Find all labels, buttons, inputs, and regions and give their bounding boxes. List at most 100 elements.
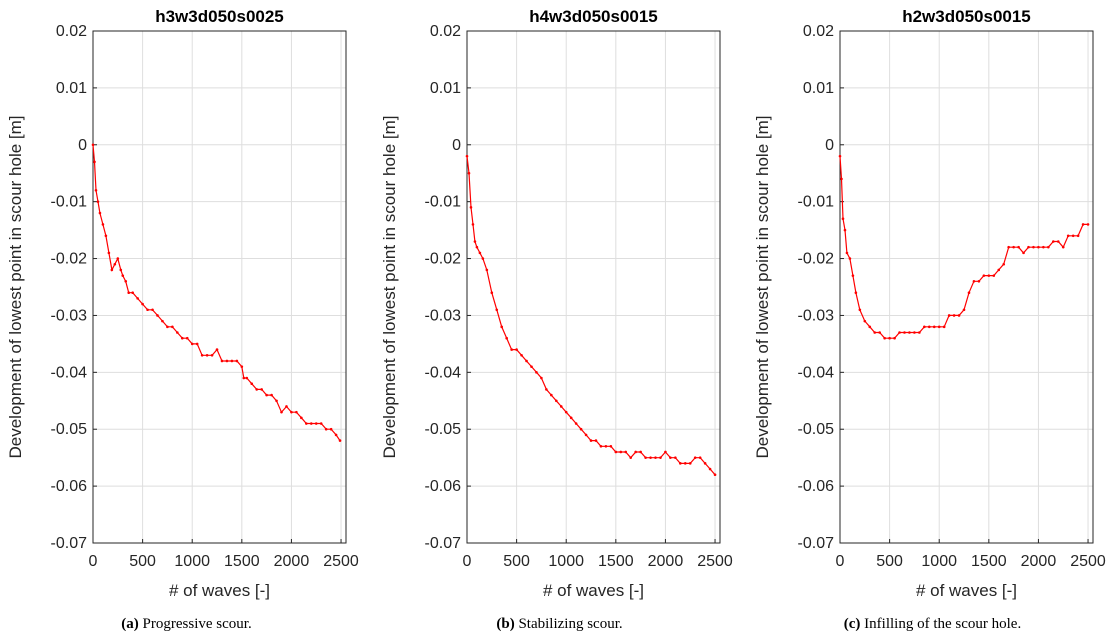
chart-b: 0 500 1000 1500 2000 2500 0.02 0.01 0 -0.01 -0.02 -…: [380, 7, 733, 600]
data-point: [932, 325, 936, 329]
y-tick-label: -0.02: [51, 251, 88, 268]
data-point: [490, 291, 494, 294]
data-point: [151, 308, 154, 312]
data-point: [1081, 223, 1085, 226]
data-point: [918, 331, 921, 334]
y-tick-label: -0.05: [798, 421, 835, 438]
data-point: [594, 439, 598, 442]
data-point: [190, 342, 194, 346]
data-point: [1086, 223, 1090, 226]
data-point: [255, 388, 259, 391]
chart-c: 0 500 1000 1500 2000 2500 0.02 0.01 0 -0.01 -0.02 -…: [753, 7, 1106, 600]
data-point: [265, 393, 268, 397]
y-axis-label: Development of lowest point in scour hol…: [6, 115, 25, 458]
data-point: [942, 325, 946, 329]
data-point: [873, 331, 877, 334]
x-tick-label: 1500: [224, 553, 260, 570]
x-tick-label: 1500: [971, 553, 1007, 570]
data-point: [110, 268, 114, 272]
data-point: [1022, 251, 1025, 255]
data-point: [338, 439, 342, 442]
data-point: [1007, 245, 1010, 249]
data-point: [987, 274, 991, 277]
data-point: [113, 262, 117, 266]
data-point: [161, 319, 164, 323]
y-tick-label: 0.02: [56, 23, 87, 40]
x-tick-label: 2500: [323, 553, 359, 570]
data-point: [1052, 240, 1055, 243]
data-point: [127, 291, 131, 294]
data-point: [843, 228, 847, 232]
caption-c: (c) Infilling of the scour hole.: [746, 616, 1119, 633]
data-point: [878, 331, 881, 334]
data-point: [708, 467, 712, 471]
data-point: [967, 291, 971, 294]
caption-a: (a) Progressive scour.: [0, 616, 373, 633]
data-point: [649, 456, 652, 459]
data-point: [1012, 245, 1015, 249]
data-point: [98, 211, 102, 215]
data-point: [101, 223, 105, 226]
data-point: [644, 456, 647, 459]
data-point: [937, 325, 941, 329]
y-tick-label: -0.04: [425, 364, 462, 381]
data-point: [619, 450, 623, 454]
data-point: [703, 462, 707, 465]
chart-title: h4w3d050s0015: [529, 7, 658, 26]
data-point: [972, 280, 976, 283]
data-point: [659, 456, 662, 459]
y-tick-label: -0.06: [798, 478, 835, 495]
x-tick-label: 1500: [598, 553, 634, 570]
data-point: [1066, 234, 1070, 238]
data-point: [485, 268, 489, 272]
data-point: [664, 450, 667, 454]
data-point: [525, 359, 528, 363]
data-point: [569, 416, 573, 420]
x-tick-label: 1000: [548, 553, 584, 570]
data-point: [500, 325, 504, 329]
data-point: [245, 376, 249, 380]
caption-b-text: Stabilizing scour.: [514, 616, 623, 632]
x-axis-label: # of waves [-]: [543, 581, 644, 600]
data-point: [314, 422, 318, 425]
plot-frame: [466, 30, 721, 544]
data-point: [121, 274, 125, 277]
y-axis-label: Development of lowest point in scour hol…: [753, 115, 772, 458]
data-point: [574, 422, 578, 425]
x-tick-label: 0: [463, 553, 472, 570]
y-tick-label: -0.07: [51, 535, 88, 552]
plot-frame: [92, 30, 347, 544]
y-tick-label: -0.05: [51, 421, 88, 438]
y-tick-label: -0.04: [51, 364, 88, 381]
data-point: [185, 336, 189, 340]
data-point: [614, 450, 618, 454]
data-point: [903, 331, 906, 334]
data-point: [1042, 245, 1045, 249]
y-tick-label: -0.02: [798, 251, 835, 268]
data-point: [639, 450, 642, 454]
y-tick-label: -0.07: [798, 535, 835, 552]
x-tick-label: 2000: [274, 553, 310, 570]
data-point: [495, 308, 499, 312]
data-point: [104, 234, 108, 238]
data-point: [473, 240, 477, 243]
data-point: [176, 331, 179, 334]
data-point: [923, 325, 926, 329]
data-point: [515, 348, 518, 351]
y-tick-label: -0.06: [425, 478, 462, 495]
caption-c-text: Infilling of the scour hole.: [860, 616, 1022, 632]
data-point: [540, 376, 543, 380]
data-point: [300, 416, 303, 420]
x-axis-label: # of waves [-]: [169, 581, 270, 600]
data-point: [654, 456, 657, 459]
data-point: [235, 359, 239, 363]
data-point: [471, 223, 475, 226]
data-point: [535, 371, 538, 374]
data-point: [957, 314, 961, 317]
data-point: [1061, 245, 1065, 249]
data-point: [845, 251, 849, 255]
data-point: [280, 410, 283, 414]
data-point: [559, 405, 563, 408]
data-point: [851, 274, 855, 277]
data-point: [1027, 245, 1030, 249]
